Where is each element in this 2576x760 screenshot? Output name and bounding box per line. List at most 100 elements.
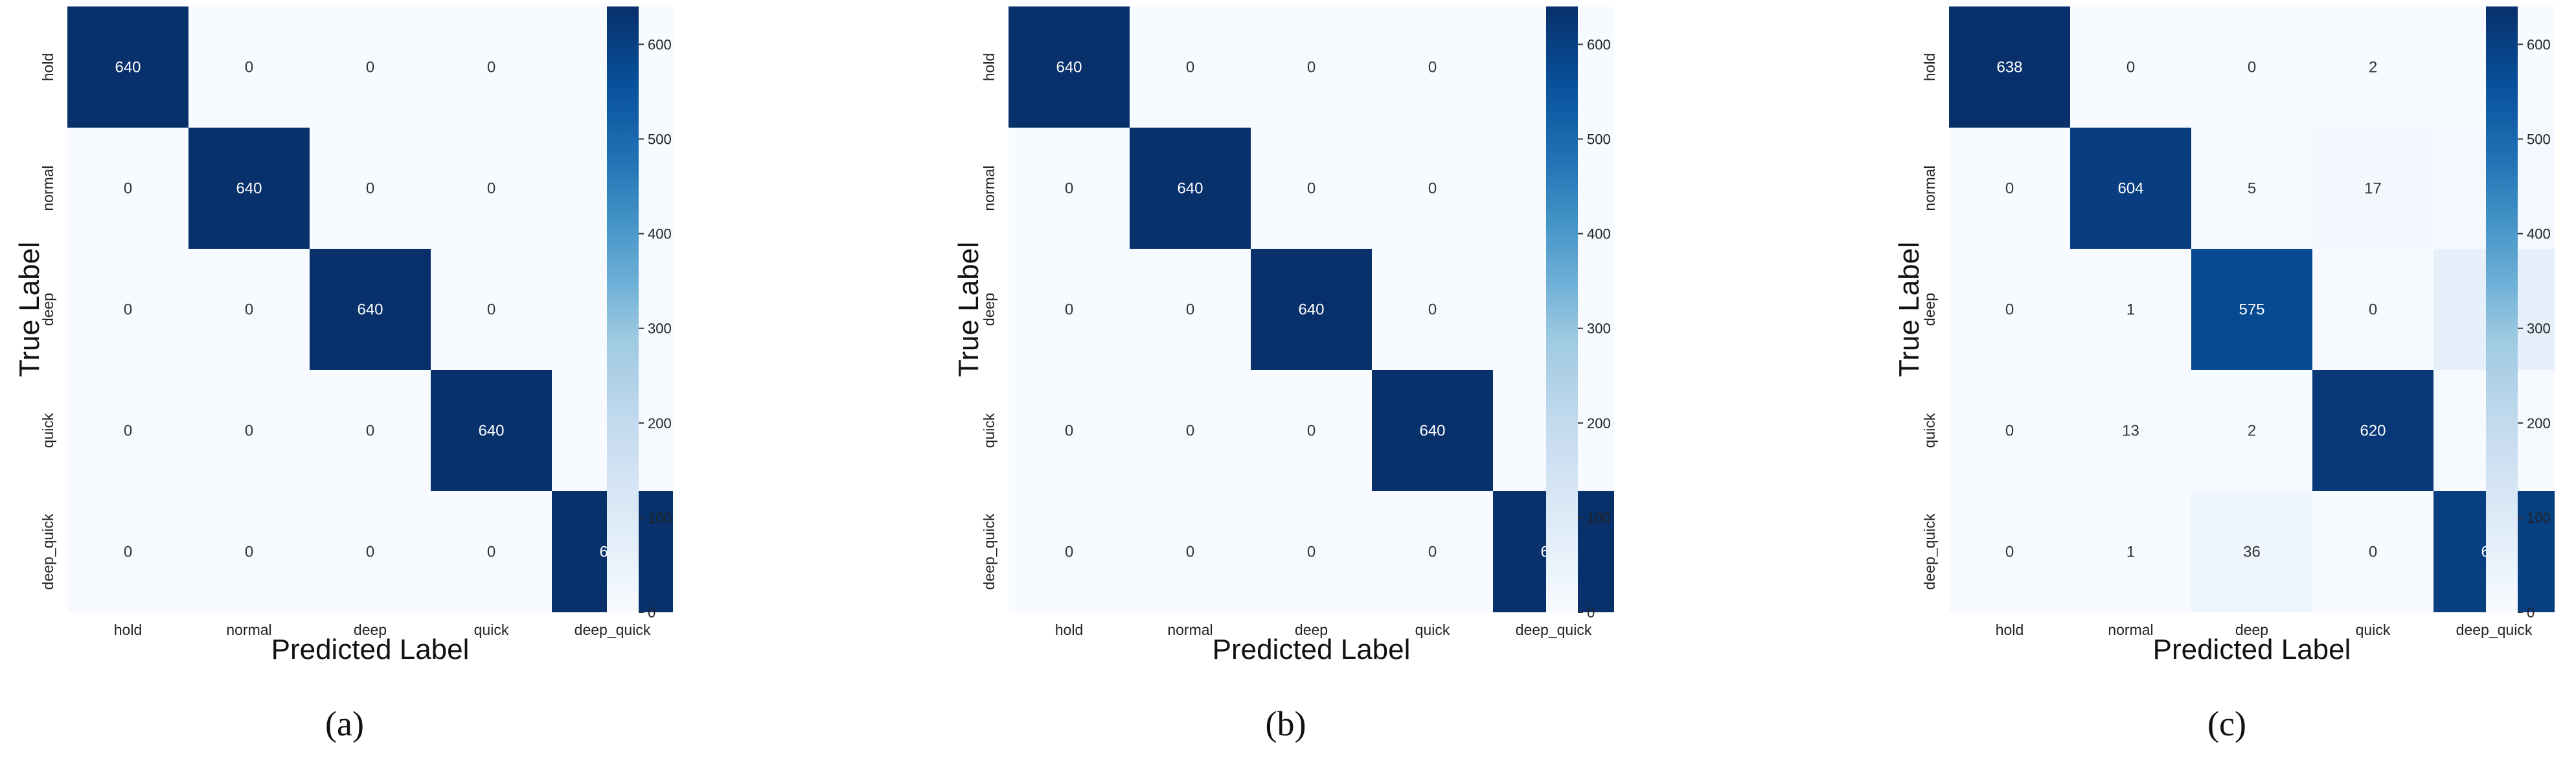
colorbar-tick-label: 100	[2527, 510, 2551, 526]
cell-value-label: 0	[2005, 544, 2014, 561]
cell-value-label: 0	[1307, 544, 1316, 561]
colorbar-tick-label: 100	[648, 510, 672, 526]
heatmap-cell	[2191, 370, 2312, 491]
cell-value-label: 0	[245, 59, 253, 76]
heatmap-cell	[310, 128, 431, 249]
cell-value-label: 0	[1065, 180, 1073, 198]
colorbar-tick-label: 400	[648, 226, 672, 242]
y-tick-label: quick	[1921, 413, 1938, 448]
heatmap-cell	[2312, 491, 2434, 612]
cell-value-label: 0	[366, 422, 374, 440]
heatmap-cell	[1251, 249, 1372, 370]
heatmap-cell	[1372, 491, 1493, 612]
heatmap-cell	[1130, 370, 1251, 491]
cell-value-label: 638	[1996, 59, 2022, 76]
cell-value-label: 0	[124, 422, 132, 440]
cell-value-label: 0	[124, 301, 132, 319]
cell-value-label: 1	[2126, 301, 2135, 319]
heatmap-cell	[431, 128, 552, 249]
heatmap-cell	[431, 6, 552, 128]
y-tick-label: deep_quick	[1921, 513, 1938, 590]
cell-value-label: 0	[366, 544, 374, 561]
heatmap-cell	[1251, 491, 1372, 612]
heatmap-cell	[2070, 491, 2191, 612]
cell-value-label: 1	[2126, 544, 2135, 561]
y-axis-label: True Label	[14, 242, 45, 377]
heatmap-cell	[188, 128, 310, 249]
colorbar-tick-label: 600	[1587, 36, 1611, 52]
y-tick-label: normal	[981, 165, 997, 211]
colorbar-tick-label: 0	[648, 605, 655, 621]
y-tick-label: hold	[981, 53, 997, 81]
heatmap-cell	[1372, 249, 1493, 370]
heatmap-cell	[1949, 249, 2070, 370]
heatmap-cell	[1009, 128, 1130, 249]
cell-value-label: 0	[124, 544, 132, 561]
y-tick-label: deep_quick	[981, 513, 997, 590]
cell-value-label: 0	[487, 180, 496, 198]
x-tick-label: normal	[1167, 621, 1213, 638]
x-tick-label: deep_quick	[2456, 621, 2533, 638]
heatmap-cell	[1949, 491, 2070, 612]
x-axis-label: Predicted Label	[2153, 634, 2351, 665]
heatmap-cell	[1251, 370, 1372, 491]
cell-value-label: 0	[487, 301, 496, 319]
confusion-matrix-panel-3: 6380020060451714015750640132620501360603…	[1893, 6, 2555, 743]
cell-value-label: 0	[245, 422, 253, 440]
heatmap-cell	[2070, 249, 2191, 370]
cell-value-label: 5	[2248, 180, 2256, 198]
heatmap-cell	[431, 491, 552, 612]
x-axis-label: Predicted Label	[271, 634, 470, 665]
cell-value-label: 604	[2117, 180, 2143, 198]
cell-value-label: 640	[478, 422, 504, 440]
x-tick-label: quick	[2356, 621, 2391, 638]
heatmap-cell	[1009, 249, 1130, 370]
colorbar	[1546, 6, 1578, 612]
cell-value-label: 640	[236, 180, 262, 198]
colorbar-tick-label: 400	[2527, 226, 2551, 242]
x-tick-label: deep	[2235, 621, 2268, 638]
cell-value-label: 640	[1298, 301, 1324, 319]
x-tick-label: deep_quick	[1516, 621, 1592, 638]
heatmap-cell	[2070, 6, 2191, 128]
heatmap-cell	[1251, 6, 1372, 128]
cell-value-label: 640	[1056, 59, 1082, 76]
heatmap-cell	[67, 491, 188, 612]
panel-caption: (b)	[1266, 704, 1306, 743]
colorbar-tick-label: 600	[2527, 36, 2551, 52]
cell-value-label: 0	[2005, 180, 2014, 198]
cell-value-label: 36	[2243, 544, 2261, 561]
heatmap-cell	[2191, 128, 2312, 249]
heatmap-cell	[1130, 6, 1251, 128]
x-tick-label: hold	[1996, 621, 2023, 638]
cell-value-label: 0	[1428, 180, 1437, 198]
y-tick-label: normal	[40, 165, 56, 211]
colorbar-tick-label: 500	[2527, 132, 2551, 148]
y-tick-label: deep	[40, 293, 56, 326]
confusion-matrix-panel-1: 64000000640000006400000064000000640holdn…	[14, 6, 673, 743]
cell-value-label: 0	[1428, 544, 1437, 561]
y-axis-label: True Label	[1893, 242, 1925, 377]
heatmap-cell	[2191, 491, 2312, 612]
heatmap-cell	[67, 249, 188, 370]
colorbar-tick-label: 200	[648, 415, 672, 432]
cell-value-label: 640	[1419, 422, 1445, 440]
cell-value-label: 0	[2248, 59, 2256, 76]
heatmap-cell	[1372, 370, 1493, 491]
colorbar-tick-label: 600	[648, 36, 672, 52]
x-tick-label: quick	[474, 621, 509, 638]
heatmap-cell	[310, 249, 431, 370]
y-axis-label: True Label	[953, 242, 985, 377]
cell-value-label: 17	[2364, 180, 2382, 198]
heatmap-cell	[1372, 128, 1493, 249]
colorbar-tick-label: 100	[1587, 510, 1611, 526]
heatmap-cell	[67, 370, 188, 491]
cell-value-label: 0	[366, 59, 374, 76]
cell-value-label: 0	[1065, 544, 1073, 561]
colorbar-tick-label: 500	[1587, 132, 1611, 148]
heatmap-cell	[1251, 128, 1372, 249]
heatmap-cell	[431, 370, 552, 491]
cell-value-label: 640	[1177, 180, 1203, 198]
heatmap-cell	[1949, 370, 2070, 491]
